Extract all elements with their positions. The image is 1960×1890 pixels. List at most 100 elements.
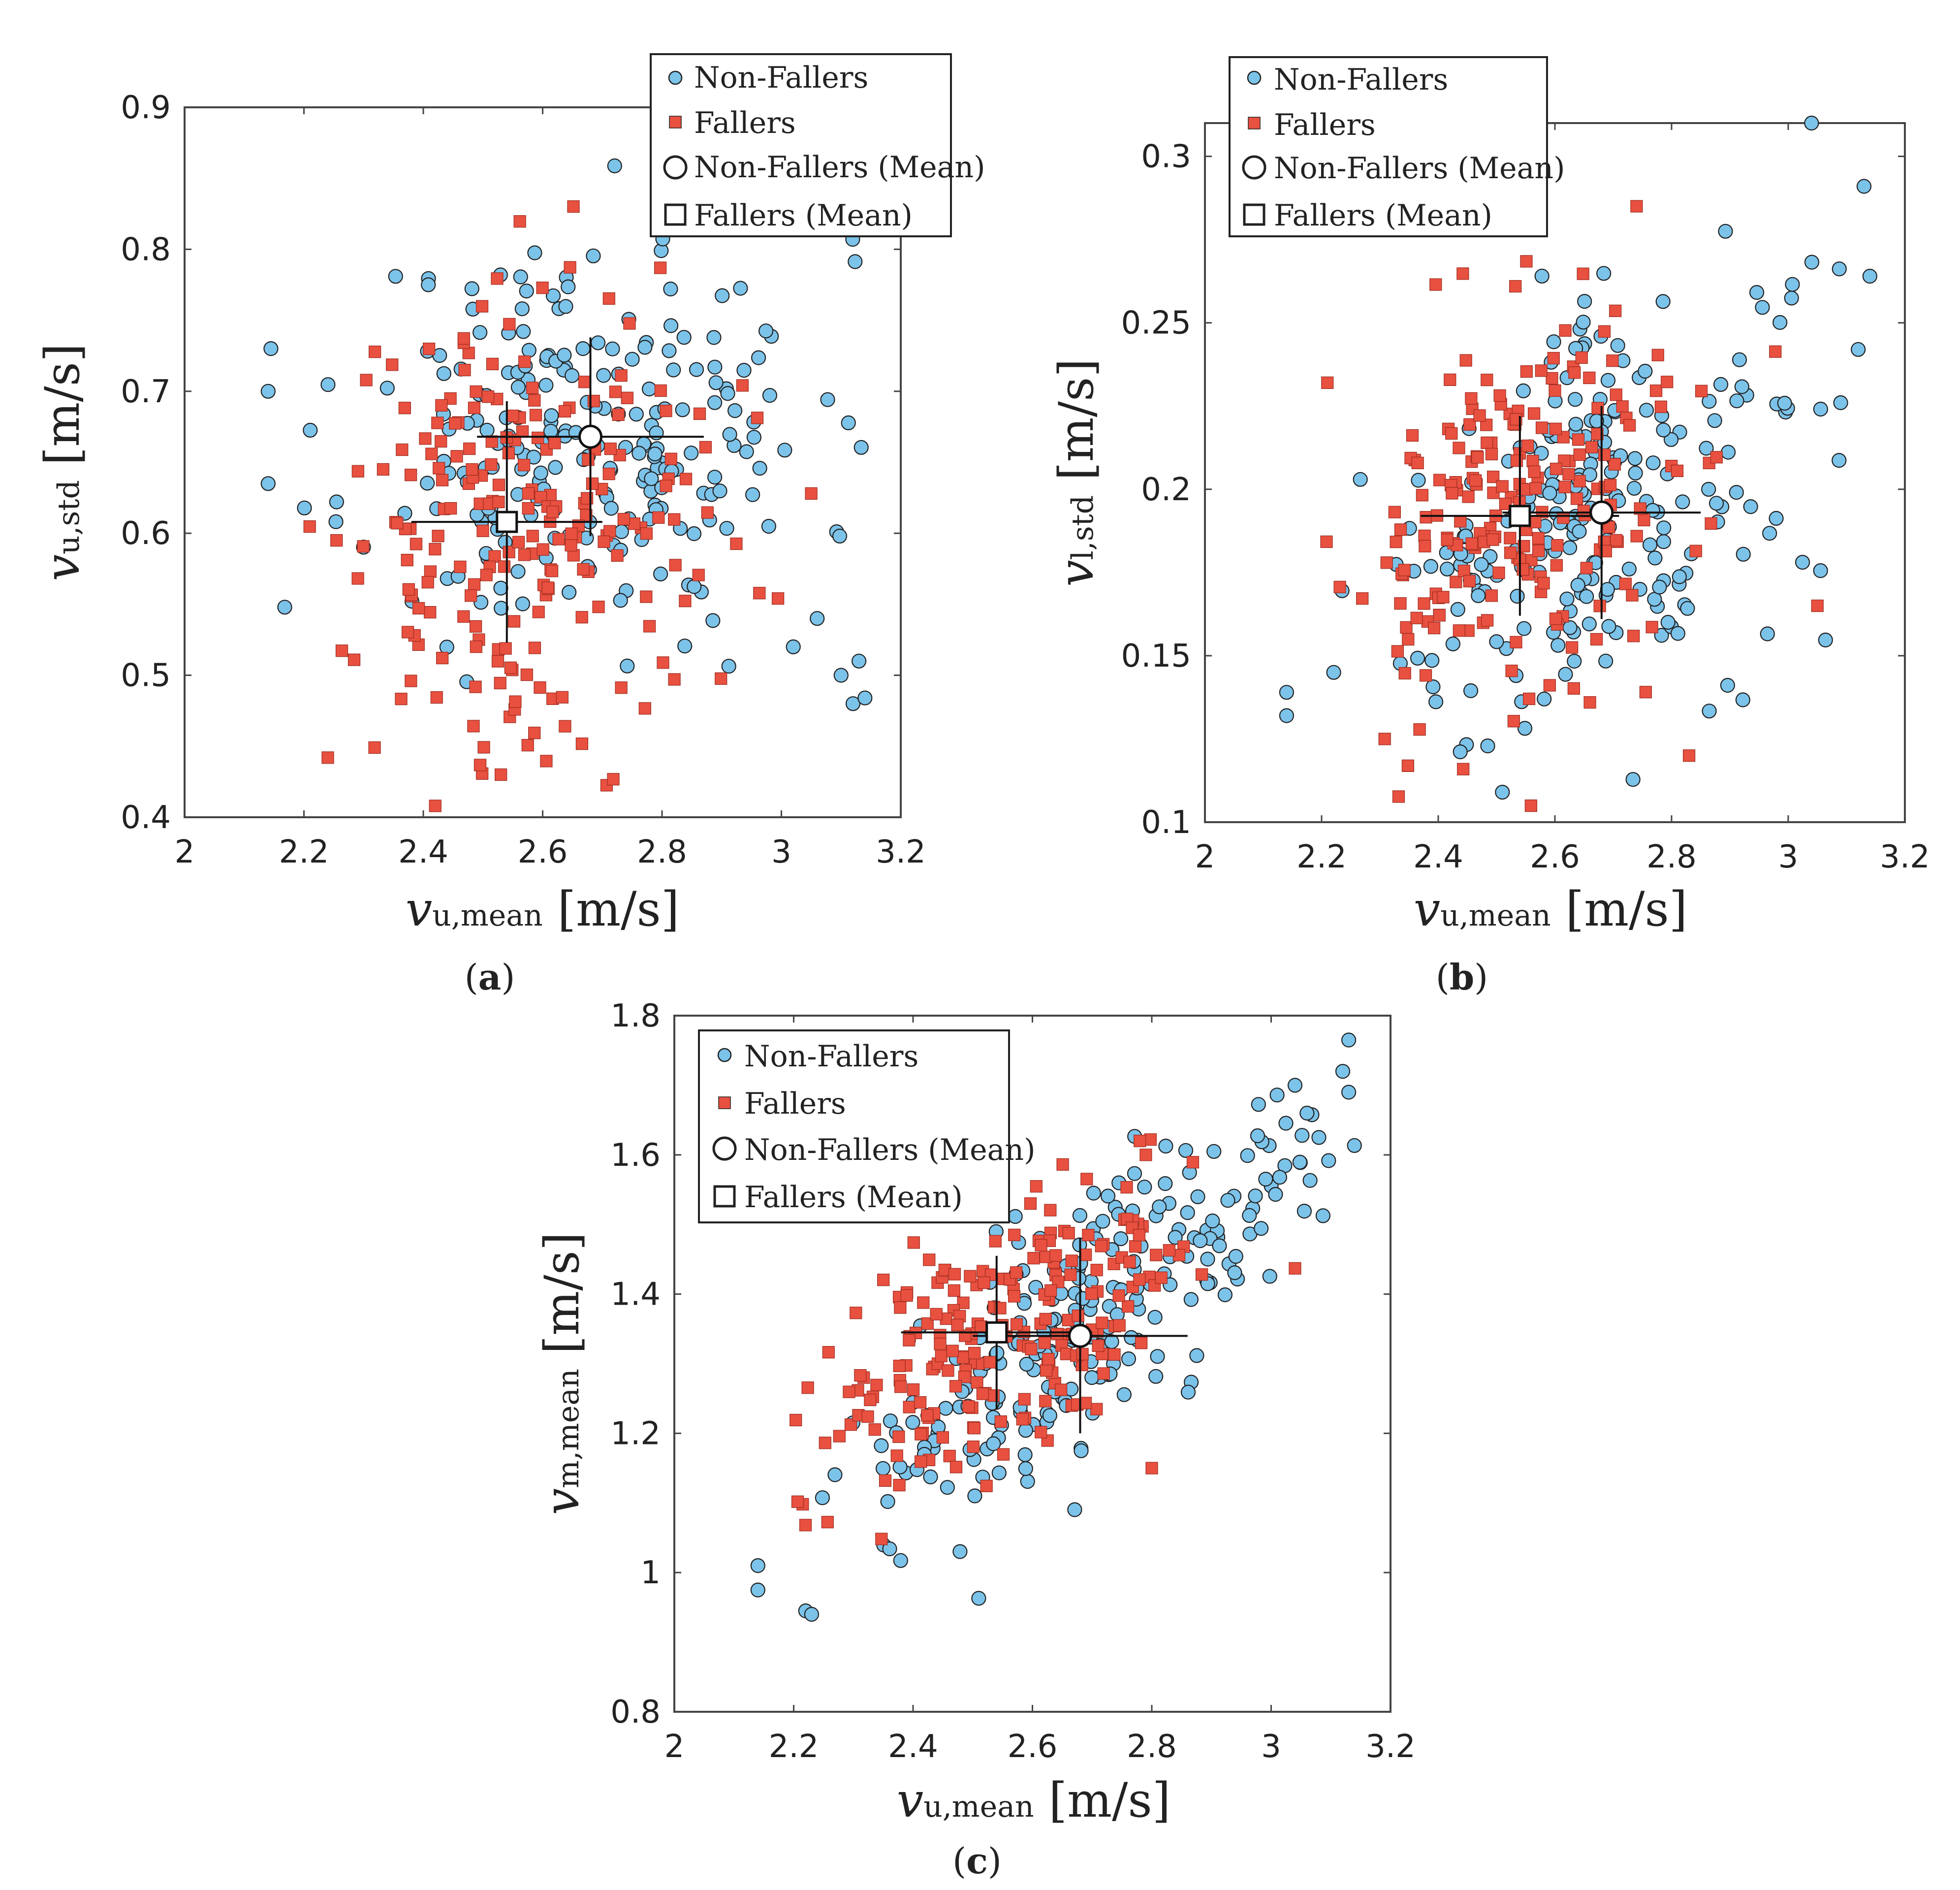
faller-point (801, 1381, 814, 1394)
nonfaller-point (1189, 1348, 1204, 1363)
nonfaller-point (1178, 1143, 1194, 1158)
faller-point (1133, 1229, 1145, 1242)
faller-point (1456, 267, 1469, 280)
faller-point (1638, 513, 1650, 527)
nonfaller-point (708, 375, 724, 390)
faller-point (1134, 1134, 1146, 1148)
nonfaller-point (1655, 294, 1671, 309)
faller-point (1035, 1426, 1047, 1439)
nonfaller-point (649, 425, 664, 441)
faller-point (1493, 389, 1506, 402)
y-axis-label: vl,std [m/s] (1049, 358, 1104, 586)
faller-point (469, 620, 482, 633)
x-tick-label: 2.6 (518, 834, 568, 870)
faller-point (1661, 376, 1674, 388)
nonfaller-point (538, 378, 554, 393)
nonfaller-point (1516, 383, 1531, 399)
faller-point (967, 1441, 980, 1453)
faller-point (444, 392, 457, 405)
nonfaller-point (1833, 395, 1848, 411)
y-axis-label-sub: m,mean (551, 1369, 586, 1488)
y-axis-label-unit: [m/s] (1049, 358, 1104, 481)
nonfaller-point (745, 487, 760, 502)
nonfaller-point (521, 343, 537, 358)
nonfaller-point (1190, 1189, 1205, 1204)
legend-nonfallers-mean-marker (1242, 155, 1266, 180)
legend-nonfallers-marker (668, 70, 683, 85)
faller-point (1018, 1393, 1031, 1406)
nonfaller-point (1707, 413, 1722, 428)
faller-point (432, 530, 444, 543)
faller-point (1528, 465, 1541, 478)
y-axis-label-sub: u,std (52, 480, 86, 554)
faller-point (679, 595, 692, 608)
nonfaller-point (1734, 379, 1749, 394)
nonfaller-point (1450, 602, 1465, 617)
x-tick-label: 2 (664, 1729, 685, 1765)
nonfaller-point (1600, 582, 1615, 597)
panel-label-letter: a (478, 956, 502, 998)
faller-point (843, 1385, 855, 1398)
nonfaller-point (1158, 1138, 1173, 1154)
faller-point (401, 626, 414, 639)
nonfaller-point (586, 248, 601, 263)
nonfaller-point (663, 281, 678, 297)
faller-point (915, 1455, 927, 1468)
faller-point (921, 1409, 934, 1422)
faller-point (470, 641, 482, 653)
legend-fallers-label: Fallers (744, 1087, 846, 1121)
legend-fallers-mean-label: Fallers (Mean) (694, 198, 913, 233)
nonfaller-point (1832, 452, 1847, 468)
nonfaller-point (1440, 561, 1455, 577)
faller-point (1333, 580, 1346, 594)
faller-point (486, 357, 499, 371)
nonfaller-point (1735, 692, 1750, 707)
x-axis-label-sub: u,mean (923, 1790, 1034, 1824)
faller-point (419, 432, 432, 445)
faller-point (509, 695, 522, 708)
nonfaller-point (1718, 224, 1733, 239)
faller-point (1481, 436, 1493, 449)
faller-point (894, 1301, 907, 1314)
faller-point (424, 606, 437, 619)
nonfaller-point (1411, 473, 1426, 488)
legend-nonfallers-label: Non-Fallers (694, 61, 868, 95)
legend-box (698, 1029, 1010, 1223)
legend-fallers-label: Fallers (1274, 108, 1376, 142)
faller-point (1609, 304, 1622, 318)
y-tick-label: 0.9 (121, 90, 171, 126)
faller-point (1446, 487, 1458, 500)
faller-point (1683, 749, 1696, 762)
nonfaller-point (613, 593, 628, 608)
nonfaller-point (1576, 315, 1591, 330)
nonfaller-point (686, 526, 702, 542)
nonfaller-point (1180, 1205, 1195, 1220)
faller-point (1485, 448, 1498, 461)
faller-point (522, 502, 535, 515)
nonfaller-point (1760, 626, 1775, 641)
nonfaller-point (1258, 1172, 1273, 1187)
faller-point (1049, 1249, 1062, 1262)
faller-point (545, 565, 559, 577)
nonfaller-point (1299, 1105, 1315, 1121)
nonfaller-point (1702, 394, 1717, 409)
faller-point (879, 1474, 892, 1487)
nonfaller-point (1067, 1502, 1082, 1517)
faller-point (930, 1308, 943, 1320)
legend-nonfallers-mean-label: Non-Fallers (Mean) (694, 150, 985, 185)
nonfaller-point (1818, 632, 1833, 648)
x-tick-label: 2 (175, 834, 195, 870)
faller-point (790, 1413, 802, 1427)
faller-point (518, 548, 531, 561)
nonfaller-point (1639, 403, 1654, 418)
nonfaller-point (1020, 1474, 1035, 1489)
nonfaller-point (1720, 677, 1735, 693)
faller-point (652, 511, 665, 524)
faller-point (1038, 1337, 1051, 1349)
x-axis-label: vu,mean [m/s] (1414, 882, 1687, 937)
nonfaller-point (841, 415, 856, 431)
x-tick-label: 2.2 (1296, 839, 1347, 875)
faller-point (1082, 1229, 1095, 1242)
nonfaller-point (1042, 1408, 1057, 1423)
